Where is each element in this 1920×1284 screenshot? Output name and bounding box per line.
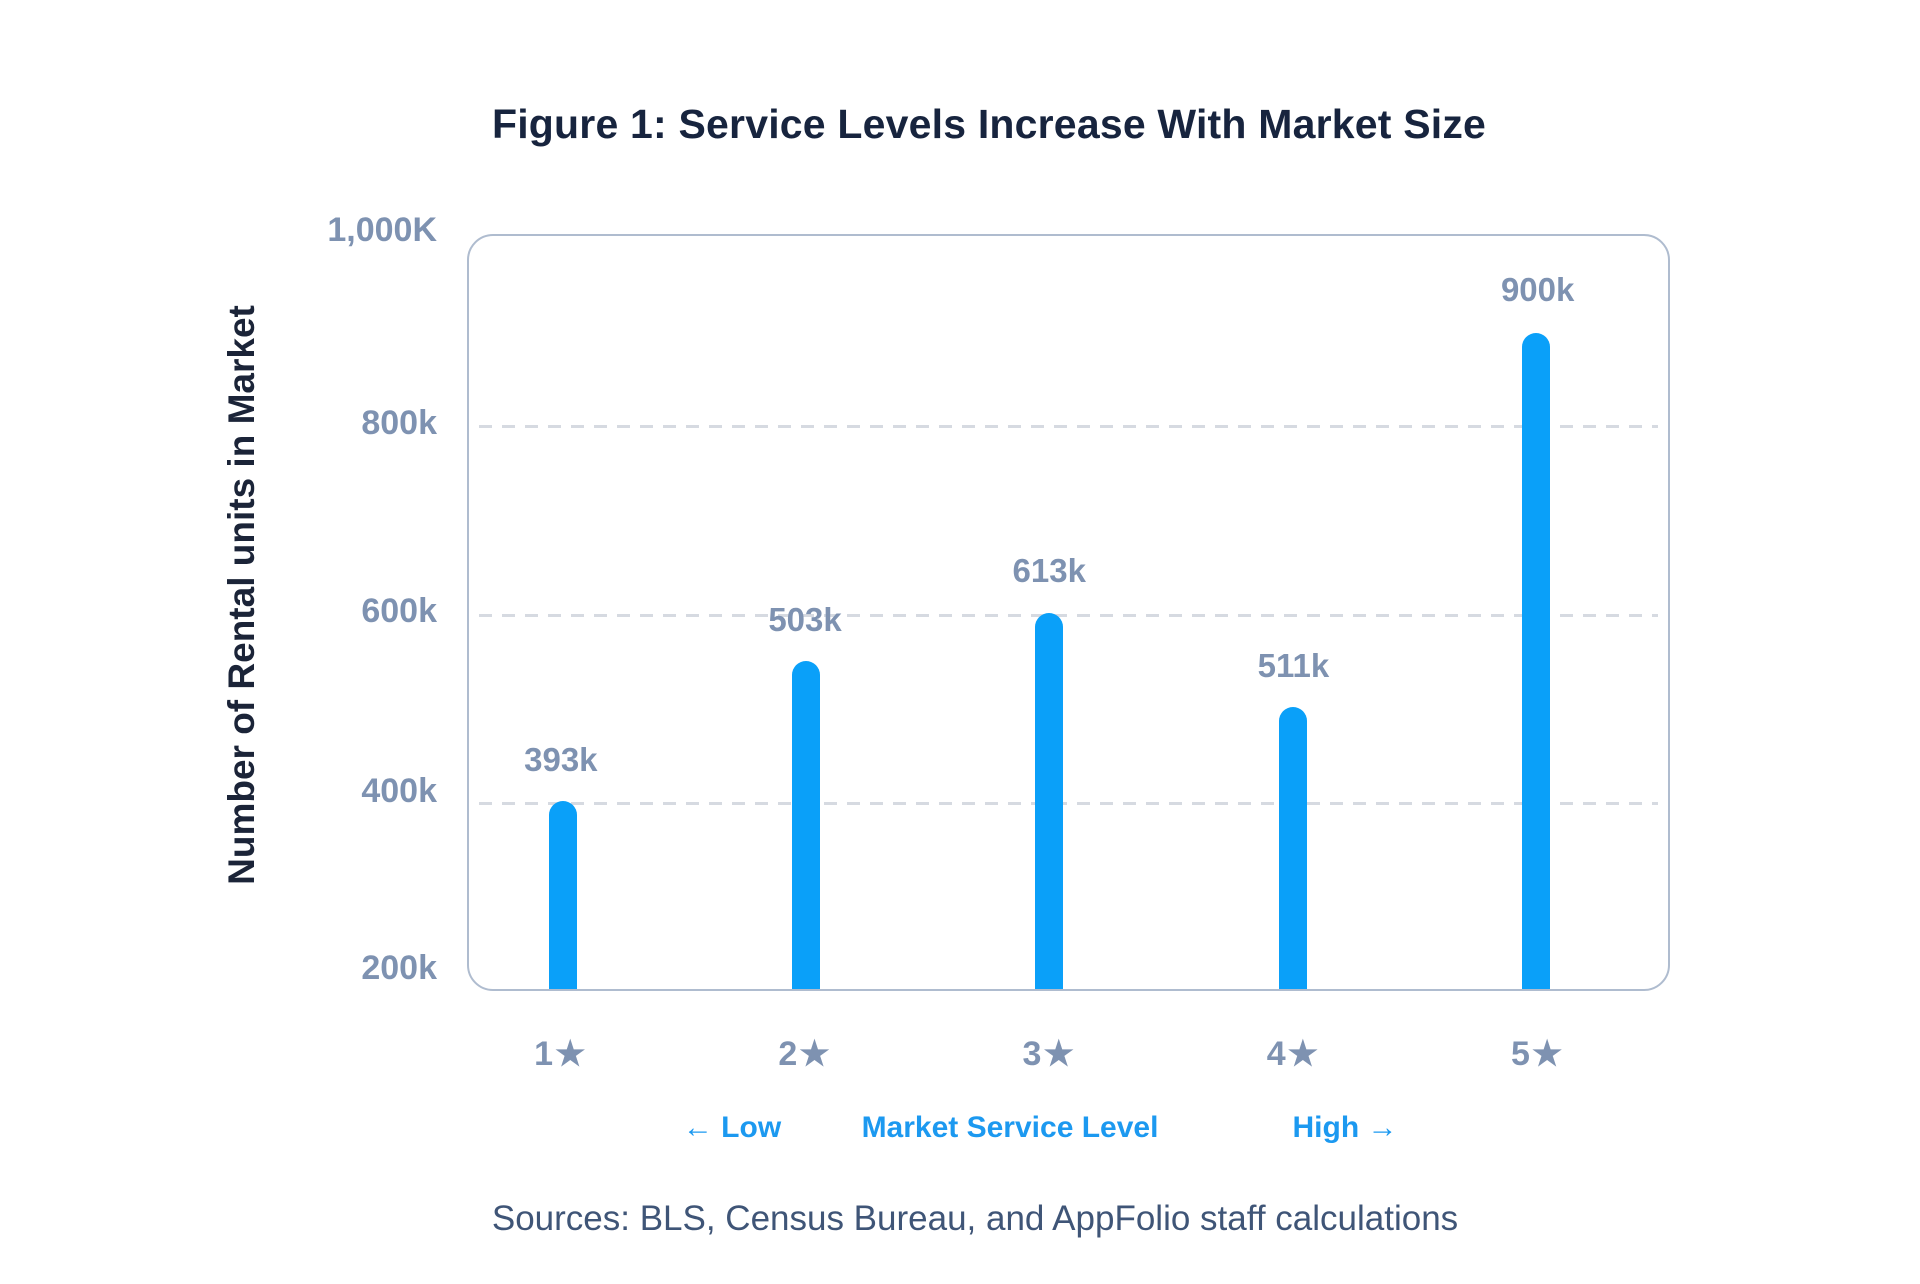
legend-low-label: ← Low [682, 1111, 782, 1144]
bar-value-label: 511k [1257, 647, 1330, 684]
x-tick-label: 3★ [1022, 1035, 1076, 1073]
gridline [479, 802, 1658, 805]
legend-high-label: High → [1292, 1111, 1398, 1144]
legend-axis-title: Market Service Level [861, 1111, 1159, 1144]
bar-value-label: 393k [524, 741, 598, 778]
y-tick-label: 200k [361, 949, 437, 987]
bar-4-star [1278, 707, 1307, 989]
x-tick-label: 4★ [1266, 1035, 1321, 1073]
x-tick-label: 5★ [1510, 1035, 1565, 1073]
bar-3-star [1035, 613, 1064, 989]
bar-5-star [1522, 333, 1551, 989]
y-tick-label: 1,000K [327, 211, 437, 249]
bar-value-label: 900k [1500, 271, 1575, 308]
gridline [479, 614, 1658, 617]
bar-value-label: 613k [1012, 552, 1086, 589]
y-tick-label: 800k [361, 404, 437, 442]
x-tick-label: 2★ [778, 1035, 832, 1073]
y-tick-label: 600k [361, 592, 437, 630]
sources-note: Sources: BLS, Census Bureau, and AppFoli… [491, 1199, 1459, 1238]
x-tick-label: 1★ [534, 1035, 588, 1073]
bar-1-star [548, 800, 577, 989]
page-title: Figure 1: Service Levels Increase With M… [491, 101, 1487, 147]
y-tick-label: 400k [361, 772, 437, 810]
bar-2-star [791, 661, 820, 989]
plot-area [467, 234, 1670, 991]
gridline [479, 425, 1658, 428]
bar-value-label: 503k [768, 601, 842, 638]
